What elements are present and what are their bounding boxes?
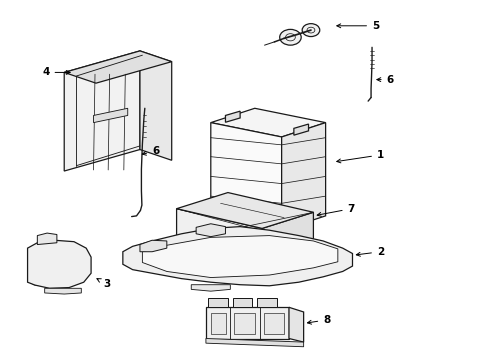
- Polygon shape: [94, 108, 128, 123]
- Text: 8: 8: [307, 315, 330, 325]
- Text: 6: 6: [142, 146, 159, 156]
- Polygon shape: [64, 51, 172, 83]
- Polygon shape: [27, 240, 91, 288]
- Polygon shape: [140, 51, 172, 160]
- Polygon shape: [282, 123, 326, 230]
- Polygon shape: [233, 298, 252, 307]
- Circle shape: [329, 257, 342, 266]
- Text: 2: 2: [356, 247, 384, 257]
- Text: 3: 3: [97, 279, 111, 289]
- Polygon shape: [206, 307, 289, 338]
- Text: 7: 7: [317, 204, 355, 216]
- Circle shape: [52, 243, 66, 253]
- Polygon shape: [206, 338, 304, 347]
- Polygon shape: [264, 313, 284, 334]
- Circle shape: [74, 265, 88, 275]
- Text: 1: 1: [337, 150, 384, 163]
- Polygon shape: [64, 51, 140, 171]
- Text: 4: 4: [42, 67, 70, 77]
- Polygon shape: [211, 108, 326, 137]
- Polygon shape: [143, 235, 338, 278]
- Polygon shape: [262, 212, 314, 261]
- Polygon shape: [176, 209, 262, 261]
- Circle shape: [139, 256, 151, 265]
- Circle shape: [280, 30, 301, 45]
- Polygon shape: [37, 233, 57, 244]
- Polygon shape: [176, 193, 314, 228]
- Polygon shape: [225, 111, 240, 122]
- Polygon shape: [234, 313, 255, 334]
- Circle shape: [258, 270, 271, 279]
- Circle shape: [30, 275, 44, 285]
- Polygon shape: [294, 124, 309, 135]
- Text: 5: 5: [337, 21, 379, 31]
- Text: 6: 6: [377, 75, 394, 85]
- Polygon shape: [211, 313, 226, 334]
- Polygon shape: [196, 224, 225, 237]
- Polygon shape: [140, 240, 167, 252]
- Polygon shape: [123, 226, 352, 286]
- Polygon shape: [211, 123, 282, 230]
- Circle shape: [302, 24, 320, 37]
- Polygon shape: [257, 298, 277, 307]
- Polygon shape: [45, 288, 81, 294]
- Polygon shape: [289, 307, 304, 342]
- Polygon shape: [208, 298, 228, 307]
- Polygon shape: [191, 285, 230, 291]
